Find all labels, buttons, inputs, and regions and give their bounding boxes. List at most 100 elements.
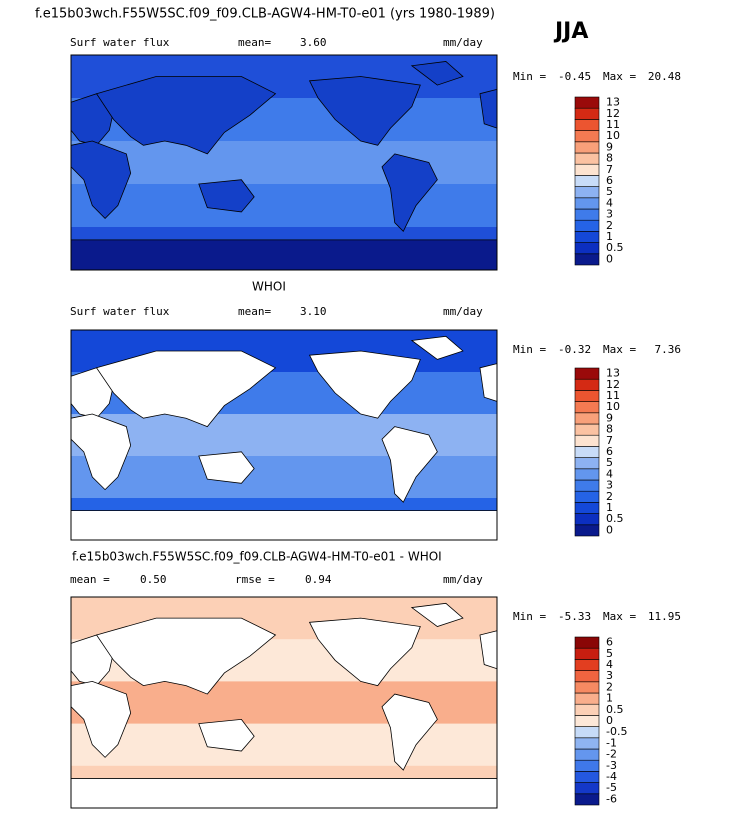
colorbar-label: -3 (606, 759, 617, 772)
colorbar-box (574, 636, 600, 649)
map-frame (70, 329, 498, 541)
colorbar-label: 1 (606, 230, 613, 243)
colorbar-label: -1 (606, 736, 617, 749)
colorbar-label: 12 (606, 378, 620, 391)
colorbar-label: 4 (606, 658, 613, 671)
colorbar-label: 3 (606, 669, 613, 682)
colorbar-label: 8 (606, 423, 613, 436)
figure-title: f.e15b03wch.F55W5SC.f09_f09.CLB-AGW4-HM-… (35, 7, 495, 22)
colorbar-box (574, 96, 600, 109)
colorbar-label: 7 (606, 163, 613, 176)
map (70, 54, 498, 271)
continent (198, 451, 255, 484)
min-label: Min = (513, 343, 546, 356)
colorbar-label: 2 (606, 490, 613, 503)
continent (410, 335, 464, 360)
max-label: Max = (603, 343, 636, 356)
variable-label: Surf water flux (70, 36, 170, 49)
colorbar-box (574, 130, 600, 143)
colorbar-box (574, 242, 600, 255)
colorbar-box (574, 726, 600, 739)
colorbar-label: 10 (606, 400, 620, 413)
colorbar-box (574, 119, 600, 131)
colorbar-label: 3 (606, 208, 613, 221)
map (70, 596, 498, 809)
colorbar-box (574, 390, 600, 402)
colorbar-label: 0.5 (606, 703, 624, 716)
ocean-band (71, 184, 497, 228)
colorbar-box (574, 703, 600, 716)
min-value: -5.33 (558, 610, 591, 623)
continent (308, 350, 421, 419)
max-value: 11.95 (648, 610, 681, 623)
colorbar-label: 1 (606, 692, 613, 705)
colorbar-label: 11 (606, 118, 620, 131)
colorbar-box (574, 378, 600, 391)
rmse-value: 0.94 (305, 573, 332, 586)
colorbar-label: 6 (606, 174, 613, 187)
colorbar-box (574, 681, 600, 694)
colorbar-label: 9 (606, 411, 613, 424)
colorbar-box (574, 715, 600, 727)
max-value: 7.36 (655, 343, 682, 356)
colorbar-label: 0.5 (606, 241, 624, 254)
mean-value: 3.60 (300, 36, 327, 49)
colorbar-label: 2 (606, 680, 613, 693)
max-label: Max = (603, 70, 636, 83)
colorbar-box (574, 152, 600, 165)
colorbar-label: 5 (606, 647, 613, 660)
colorbar-label: 3 (606, 479, 613, 492)
colorbar-box (574, 513, 600, 526)
mean-value: 3.10 (300, 305, 327, 318)
colorbar-box (574, 208, 600, 221)
colorbar-box (574, 219, 600, 232)
colorbar-box (574, 401, 600, 414)
units-label: mm/day (443, 573, 483, 586)
colorbar-box (574, 692, 600, 705)
colorbar-label: 0 (606, 523, 613, 536)
colorbar-label: 6 (606, 636, 613, 649)
colorbar-box (574, 253, 600, 266)
colorbar-box (574, 423, 600, 436)
max-value: 20.48 (648, 70, 681, 83)
continent (198, 179, 255, 213)
map-frame (70, 596, 498, 809)
continent (198, 718, 255, 752)
min-label: Min = (513, 70, 546, 83)
colorbar-label: 8 (606, 152, 613, 165)
continent (95, 617, 277, 695)
colorbar-label: 13 (606, 367, 620, 380)
map (70, 329, 498, 541)
antarctica (71, 510, 497, 540)
units-label: mm/day (443, 305, 483, 318)
continent (410, 602, 464, 627)
colorbar-label: 9 (606, 140, 613, 153)
continent (95, 76, 277, 155)
continent (381, 693, 438, 771)
colorbar-box (574, 647, 600, 660)
colorbar-box (574, 793, 600, 806)
continent (70, 413, 132, 491)
colorbar-label: 12 (606, 107, 620, 120)
colorbar-box (574, 468, 600, 481)
colorbar-box (574, 434, 600, 447)
colorbar-box (574, 748, 600, 761)
colorbar-label: -6 (606, 792, 617, 805)
panel-heading: WHOI (252, 280, 286, 294)
continent (381, 153, 438, 232)
continent (70, 140, 132, 219)
colorbar-box (574, 367, 600, 380)
units-label: mm/day (443, 36, 483, 49)
colorbar-box (574, 771, 600, 783)
colorbar-box (574, 759, 600, 772)
colorbar-label: 1 (606, 501, 613, 514)
mean-label: mean= (238, 36, 271, 49)
colorbar-label: 0 (606, 252, 613, 265)
colorbar-label: 10 (606, 129, 620, 142)
continent (70, 680, 132, 758)
min-value: -0.32 (558, 343, 591, 356)
colorbar-label: -5 (606, 781, 617, 794)
colorbar-label: 5 (606, 185, 613, 198)
colorbar-box (574, 141, 600, 154)
colorbar-label: -4 (606, 770, 617, 783)
